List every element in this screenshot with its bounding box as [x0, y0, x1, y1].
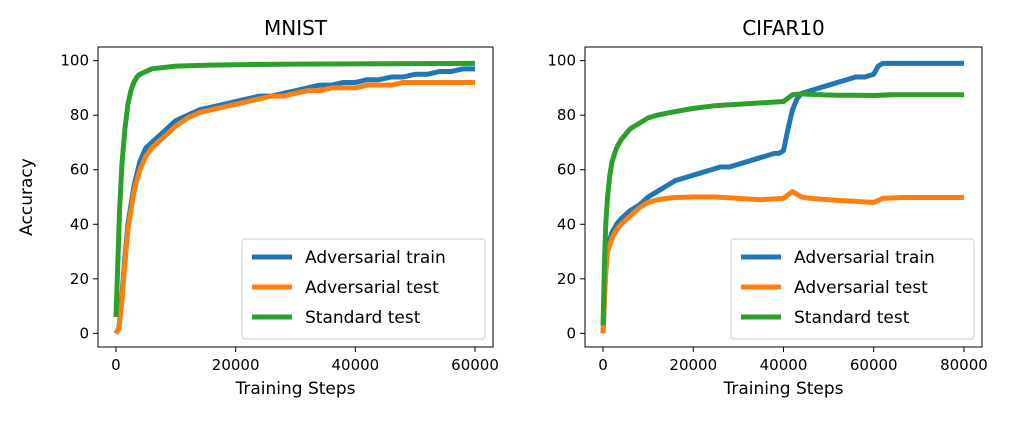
axes-frame	[97, 46, 494, 348]
legend-label-adversarial-test: Adversarial test	[794, 278, 928, 298]
y-tick-label: 100	[547, 52, 576, 70]
legend-box	[730, 238, 975, 340]
x-tick-label: 60000	[451, 356, 499, 374]
x-tick-label: 20000	[212, 356, 260, 374]
x-axis-label: Training Steps	[722, 379, 843, 399]
y-tick-label: 60	[70, 161, 89, 179]
y-tick-label: 80	[557, 106, 576, 124]
x-tick-label: 0	[598, 356, 608, 374]
x-tick-label: 0	[111, 356, 121, 374]
legend-label-standard-test: Standard test	[305, 308, 421, 328]
x-tick-label: 60000	[850, 356, 898, 374]
legend-label-adversarial-train: Adversarial train	[794, 248, 935, 268]
series-line-adversarial-test	[600, 189, 964, 334]
series-line-standard-test	[113, 60, 476, 318]
x-axis-label: Training Steps	[234, 379, 355, 399]
y-tick-label: 100	[60, 52, 89, 70]
series-line-standard-test	[600, 91, 964, 326]
legend-label-standard-test: Standard test	[794, 308, 910, 328]
series-lines	[600, 60, 964, 334]
chart-title: CIFAR10	[742, 16, 825, 40]
y-tick-label: 40	[557, 215, 576, 233]
chart-panel-mnist: 0 20000 40000 60000 0 20 40 60 80 100 MNIST Trainin…	[17, 16, 499, 399]
legend-label-adversarial-train: Adversarial train	[305, 248, 446, 268]
x-tick-label: 80000	[940, 356, 988, 374]
y-axis-label: Accuracy	[17, 158, 37, 236]
x-tick-label: 40000	[331, 356, 379, 374]
series-line-adversarial-test	[113, 79, 476, 335]
y-tick-label: 0	[566, 324, 576, 342]
x-tick-label: 20000	[669, 356, 717, 374]
chart-panel-cifar10: 0 20000 40000 60000 80000 0 20 40 60 80 100 CIFAR10…	[547, 16, 987, 399]
chart-title: MNIST	[264, 16, 328, 40]
y-tick-label: 40	[70, 215, 89, 233]
y-tick-label: 60	[557, 161, 576, 179]
series-line-adversarial-train	[600, 60, 964, 334]
y-tick-label: 20	[557, 270, 576, 288]
y-tick-label: 20	[70, 270, 89, 288]
series-line-adversarial-train	[113, 66, 476, 335]
series-lines	[113, 60, 476, 335]
y-tick-label: 0	[79, 324, 89, 342]
legend: Adversarial train Adversarial test Standar…	[730, 238, 975, 340]
legend-label-adversarial-test: Adversarial test	[305, 278, 439, 298]
x-tick-label: 40000	[760, 356, 808, 374]
legend-box	[241, 238, 486, 340]
legend: Adversarial train Adversarial test Standar…	[241, 238, 486, 340]
y-tick-label: 80	[70, 106, 89, 124]
